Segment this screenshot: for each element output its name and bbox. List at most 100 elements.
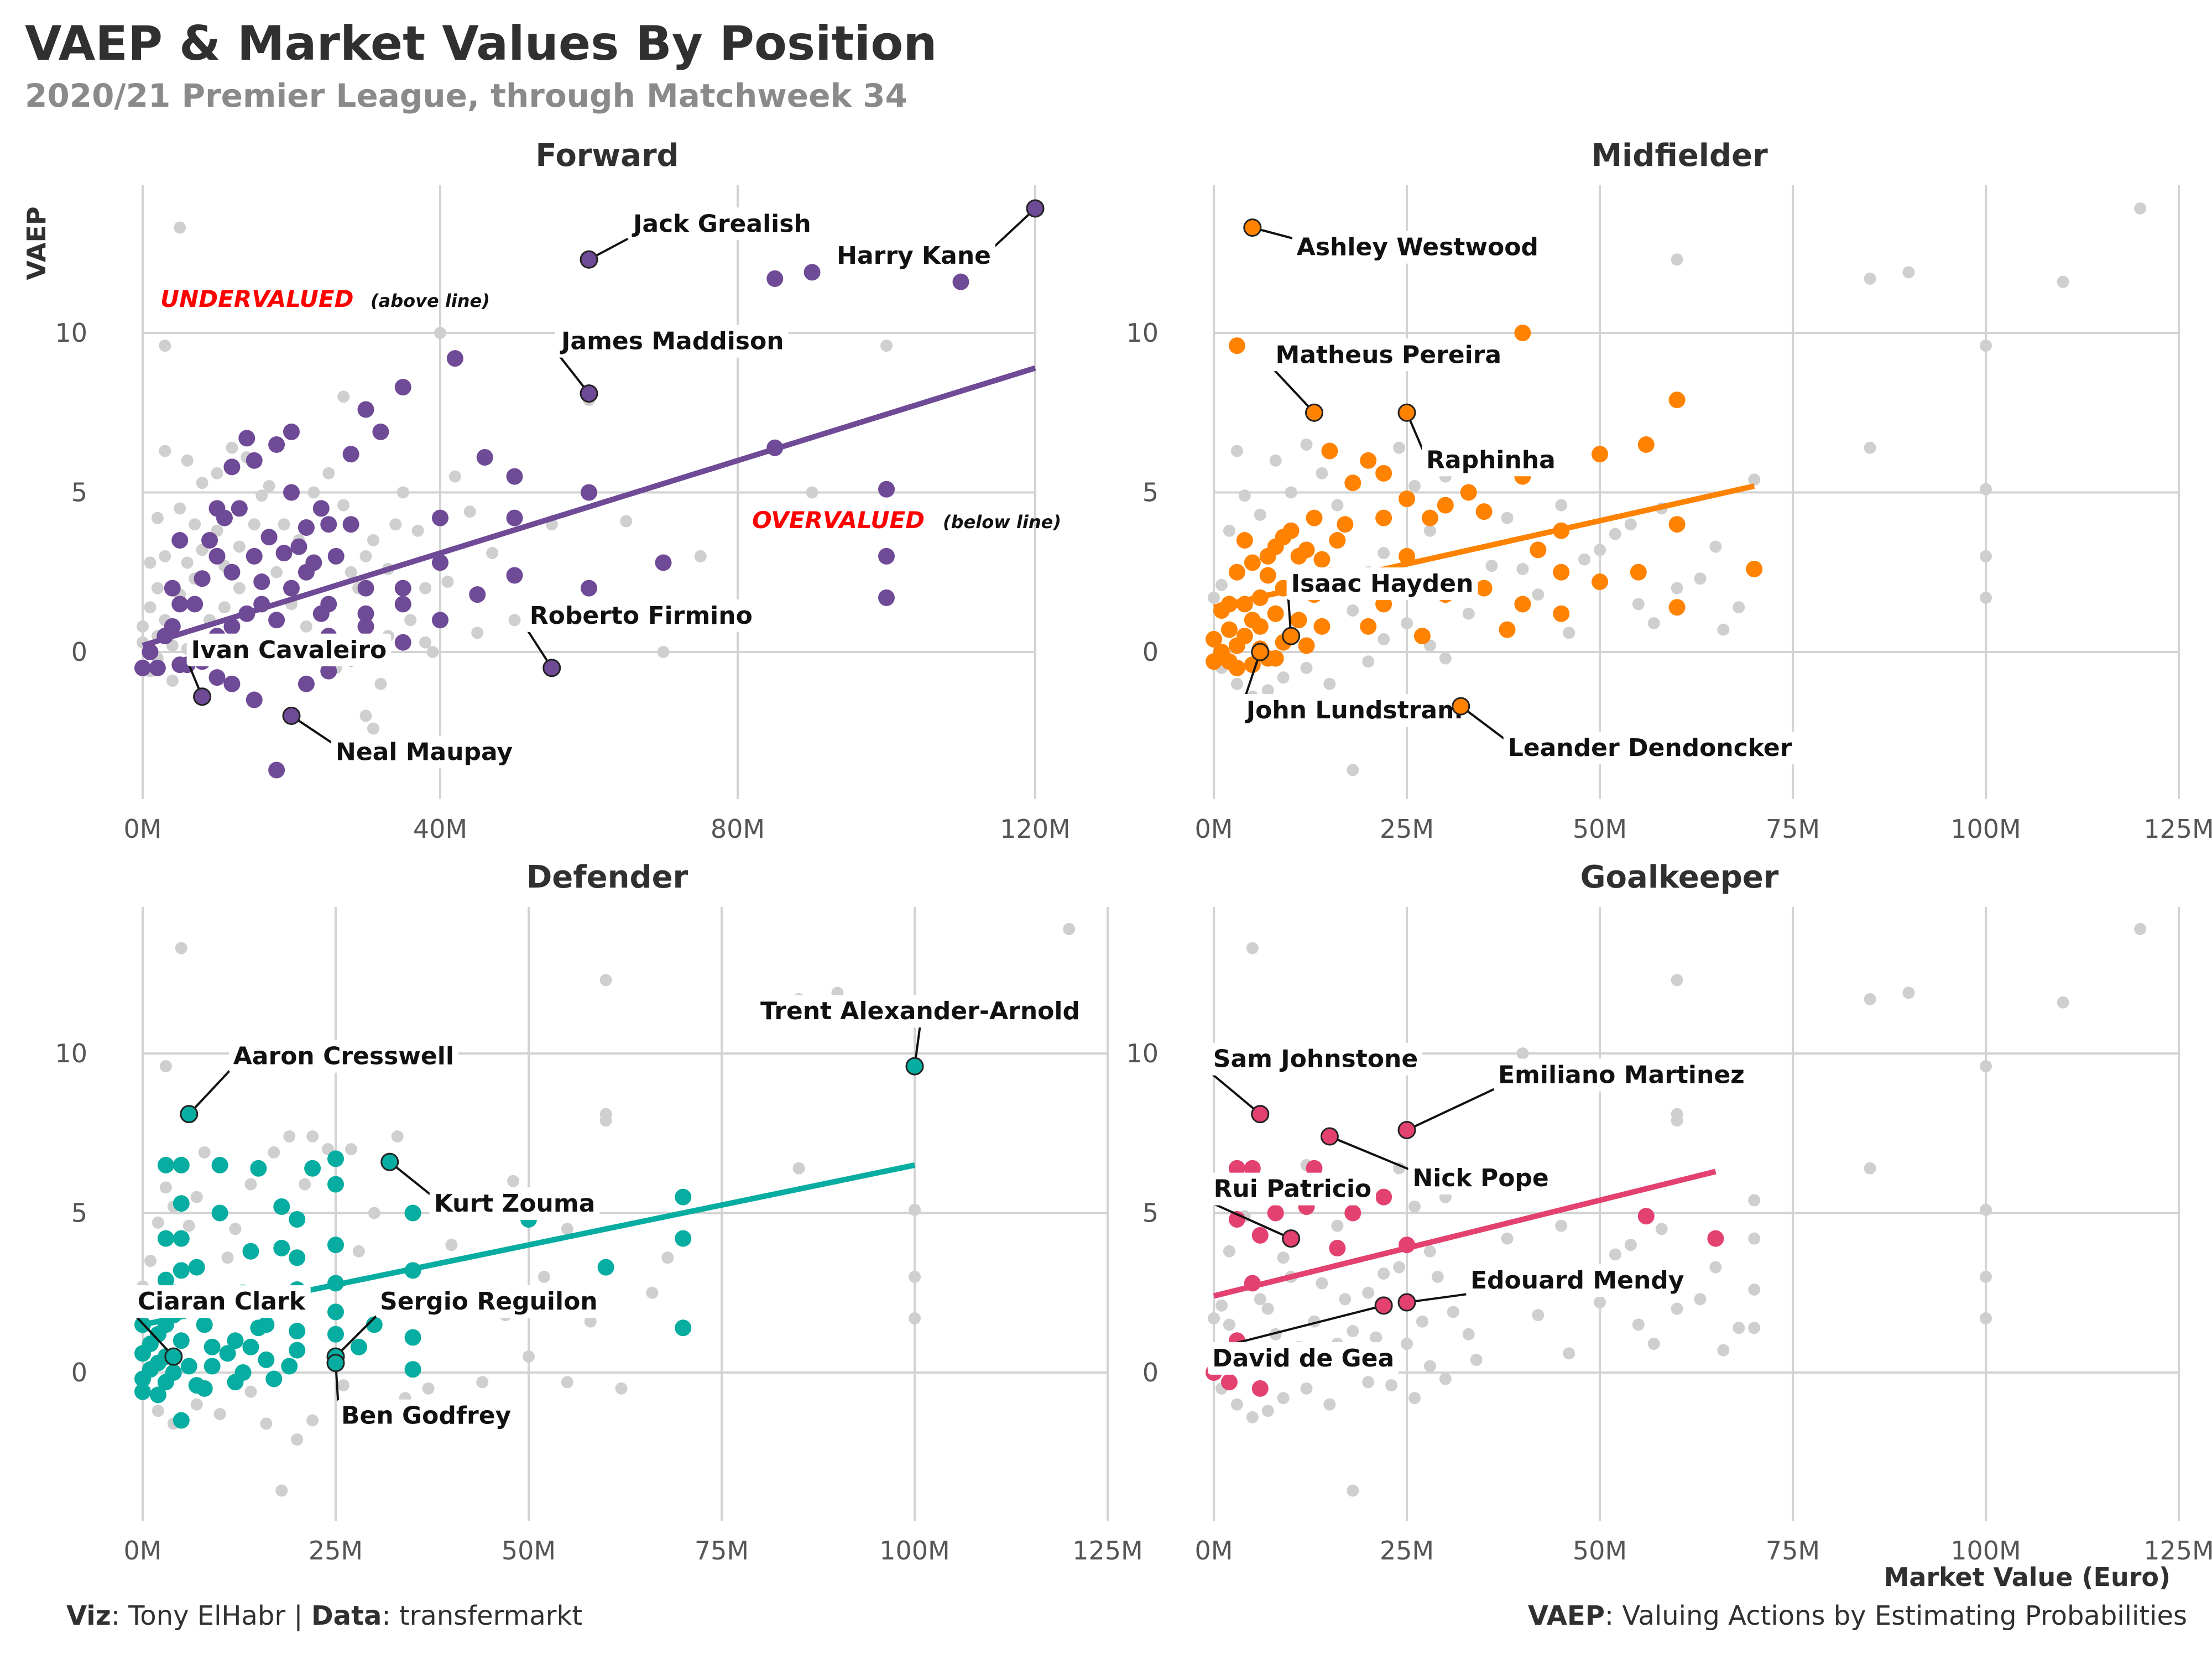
background-point [189,518,201,531]
background-point [391,1130,404,1143]
player-label-bg [555,325,789,358]
data-point [766,270,784,287]
background-point [1269,454,1282,467]
x-tick-label: 50M [502,1536,556,1566]
background-point [1980,591,1992,604]
background-point [1261,684,1274,697]
background-point [1671,582,1683,594]
data-point [1220,621,1238,638]
highlighted-point [580,250,598,269]
data-point [1306,509,1323,526]
data-point [134,1345,151,1362]
data-point [1228,637,1245,654]
data-point [675,1319,692,1337]
background-point [174,221,186,234]
data-point [227,1332,244,1349]
data-point [1321,442,1338,460]
highlighted-point [282,706,301,725]
x-tick-label: 75M [1766,1536,1820,1566]
background-point [1316,467,1328,479]
background-point [1370,1331,1383,1344]
player-label: Rui Patricio [1214,1175,1372,1203]
background-point [1208,591,1220,604]
background-point [1331,499,1344,512]
background-point [260,1417,273,1430]
background-point [368,1207,380,1219]
background-point [218,601,231,614]
background-point [1347,604,1359,617]
player-label: Leander Dendoncker [1508,734,1792,762]
background-point [306,1414,319,1427]
player-label-bg [228,1040,458,1073]
background-point [1378,1267,1390,1280]
data-point [1375,1188,1392,1206]
data-point [1668,392,1686,409]
background-point [159,1181,172,1194]
data-point [283,423,300,440]
data-point [1329,1239,1346,1256]
background-point [198,1146,211,1159]
data-point [952,273,969,290]
data-point [275,545,293,562]
data-point [250,1160,267,1177]
data-point [289,1249,306,1266]
player-label: Raphinha [1426,446,1556,474]
background-point [1717,623,1730,636]
x-tick-label: 0M [124,1536,162,1566]
background-point [300,620,312,633]
background-point [694,550,707,562]
data-point [1228,564,1245,581]
background-point [299,1178,311,1191]
background-point [486,547,499,560]
data-point [1344,474,1361,492]
player-label-bg [1208,1042,1423,1076]
highlighted-point [1452,697,1470,716]
data-point [597,1259,614,1276]
background-point [2134,202,2147,215]
data-point [1251,618,1269,635]
background-point [352,1245,365,1258]
data-point [1313,551,1331,568]
background-point [1655,1223,1668,1235]
player-label-bg [1292,231,1543,264]
background-point [151,512,164,524]
data-point [304,1160,321,1177]
data-point [157,1271,174,1288]
y-tick-label: 0 [71,1358,87,1387]
data-point [394,379,411,396]
player-label: Sergio Reguilon [380,1287,598,1316]
data-point [1329,532,1346,549]
background-point [159,445,171,457]
x-tick-label: 25M [309,1536,363,1566]
background-point [213,1408,226,1421]
background-point [1401,1338,1413,1350]
background-point [174,502,186,515]
background-point [1501,1232,1514,1245]
player-label-bg [1422,444,1560,477]
background-point [1408,1200,1421,1213]
background-point [1331,1219,1344,1232]
background-point [1532,588,1545,601]
data-point [878,589,895,606]
y-tick-label: 0 [1142,1358,1159,1387]
background-point [1254,1293,1266,1306]
background-point [233,582,246,594]
data-point [149,1386,166,1404]
background-point [1447,1306,1459,1318]
background-point [1980,1312,1992,1324]
data-point [298,675,315,692]
background-point [1431,1270,1444,1283]
data-point [171,596,189,613]
background-point [1647,617,1660,630]
undervalued-annotation: UNDERVALUED (above line) [160,285,490,312]
highlighted-point [193,687,212,706]
background-point [1709,1261,1722,1274]
background-point [275,1484,288,1497]
x-tick-label: 50M [1573,1536,1627,1566]
y-axis-title: VAEP [22,206,51,280]
data-point [157,1156,174,1173]
data-point [655,554,672,571]
highlighted-point [1251,643,1270,661]
background-point [507,1175,520,1187]
data-point [211,1204,228,1222]
